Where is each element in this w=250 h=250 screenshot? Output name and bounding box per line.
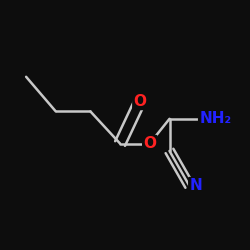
Text: NH₂: NH₂	[199, 111, 231, 126]
Text: O: O	[133, 94, 146, 109]
Text: N: N	[189, 178, 202, 193]
Text: O: O	[143, 136, 156, 151]
